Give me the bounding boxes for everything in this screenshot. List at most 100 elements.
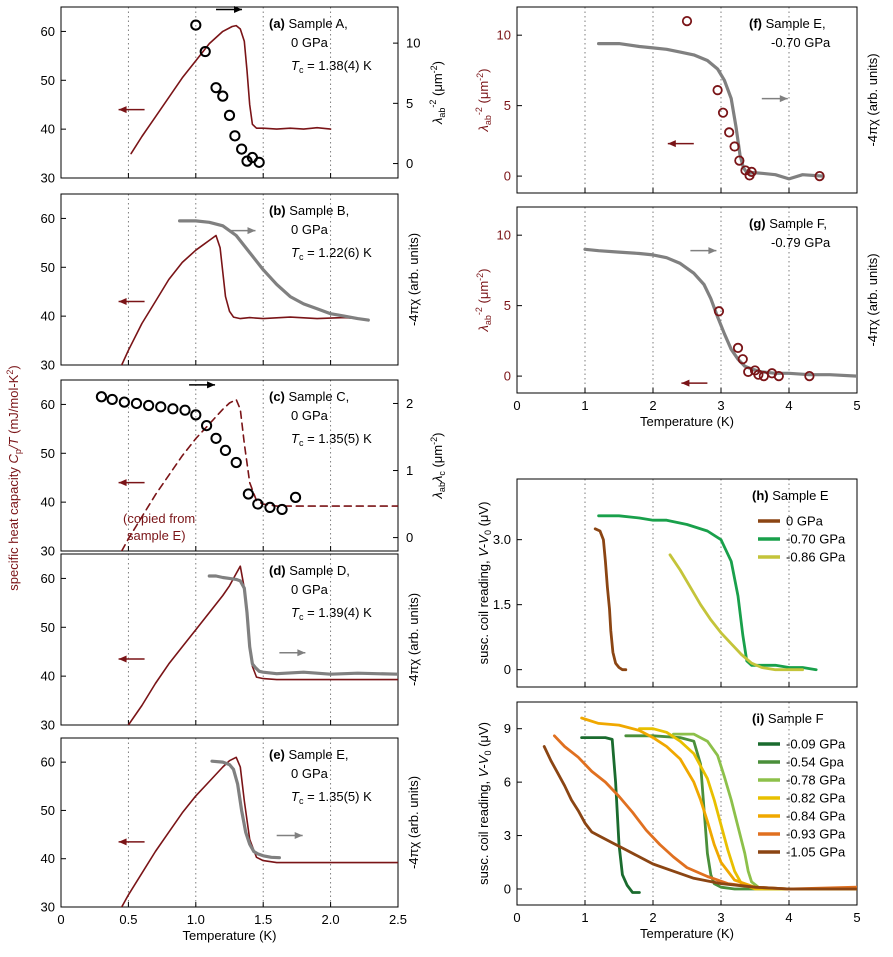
- chi-curve: [178, 219, 370, 322]
- data-point: [729, 141, 740, 152]
- y2-tick-label: 0: [406, 530, 413, 545]
- series-group: [120, 756, 398, 907]
- chi-curve: [207, 574, 398, 676]
- y2-tick-label: 2: [406, 396, 413, 411]
- x-axis-label: Temperature (K): [640, 926, 734, 941]
- y2-tick-label: 1: [406, 463, 413, 478]
- legend-label: -0.78 GPa: [786, 773, 846, 788]
- plot-frame: [516, 6, 858, 194]
- data-point: [210, 82, 222, 94]
- arrow-head-icon: [207, 381, 216, 389]
- panel-e: 0 0.5 1.0 1.5 2.0 2.5 30 40 50 60 Temperature (K) -…: [41, 737, 421, 943]
- data-point: [717, 107, 729, 118]
- plot-frame: [60, 193, 399, 366]
- data-point: [737, 354, 748, 365]
- y-tick-label: 50: [41, 446, 55, 461]
- tc-value: Tc = 1.35(5) K: [291, 789, 372, 806]
- data-point: [289, 491, 302, 503]
- x-tick-label: 0.5: [119, 912, 137, 927]
- panel-pressure: 0 GPa: [291, 222, 329, 237]
- tc-value: Tc = 1.22(6) K: [291, 245, 372, 262]
- panel-label: (f) Sample E,: [749, 16, 826, 31]
- data-point: [681, 15, 693, 27]
- y-tick-label: 3: [504, 828, 511, 843]
- panel-label: (e) Sample E,: [269, 747, 348, 762]
- arrow-head-icon: [247, 227, 256, 235]
- data-point: [143, 399, 155, 412]
- series-line-1: [597, 514, 818, 672]
- y2-axis-label: λabλc (μm-2): [429, 433, 447, 500]
- legend-label: -0.70 GPa: [786, 532, 846, 547]
- data-point: [155, 401, 167, 413]
- y-tick-label: 0: [504, 369, 511, 384]
- data-point: [106, 393, 118, 406]
- x-tick-label: 2: [649, 398, 656, 413]
- y-tick-label: 60: [41, 211, 55, 226]
- copied-note: (copied from: [123, 511, 195, 526]
- x-tick-label: 4: [785, 398, 792, 413]
- y-tick-label: 10: [497, 28, 511, 43]
- y-tick-label: 0: [504, 881, 511, 896]
- y-tick-label: 60: [41, 571, 55, 586]
- arrow-head-icon: [779, 95, 788, 103]
- data-point: [95, 391, 108, 403]
- arrow-head-icon: [118, 655, 127, 663]
- panel-label: (b) Sample B,: [269, 203, 349, 218]
- data-point: [199, 45, 211, 58]
- x-tick-label: 1.0: [187, 912, 205, 927]
- y2-axis-label: λab-2 (μm-2): [428, 61, 447, 125]
- legend-label: 0 GPa: [786, 514, 824, 529]
- tc-value: Tc = 1.39(4) K: [291, 605, 372, 622]
- y-tick-label: 10: [497, 228, 511, 243]
- y-tick-label: 30: [41, 900, 55, 915]
- y2-tick-label: 10: [406, 36, 420, 51]
- data-point: [746, 166, 757, 177]
- y2-axis-label: -4πχ (arb. units): [406, 776, 421, 869]
- data-point: [210, 432, 222, 444]
- panel-pressure: -0.70 GPa: [771, 35, 831, 50]
- y2-axis-label: -4πχ (arb. units): [865, 53, 880, 146]
- arrow-head-icon: [118, 297, 127, 305]
- panel-pressure: 0 GPa: [291, 408, 329, 423]
- legend-label: -0.93 GPa: [786, 827, 846, 842]
- heat-curve: [120, 756, 398, 907]
- data-point: [753, 369, 764, 380]
- data-point: [743, 366, 754, 377]
- x-tick-label: 0: [57, 912, 64, 927]
- data-point: [200, 420, 213, 432]
- legend-label: -0.82 GPa: [786, 791, 846, 806]
- panel-pressure: 0 GPa: [291, 766, 329, 781]
- y-tick-label: 9: [504, 721, 511, 736]
- y-axis-label: λab-2 (μm-2): [474, 68, 493, 132]
- y-tick-label: 50: [41, 620, 55, 635]
- y-tick-label: 5: [504, 298, 511, 313]
- panel-pressure: 0 GPa: [291, 582, 329, 597]
- arrow-head-icon: [297, 649, 306, 657]
- y-tick-label: 50: [41, 260, 55, 275]
- y-tick-label: 40: [41, 495, 55, 510]
- chi-curve: [210, 759, 281, 860]
- y2-axis-label: -4πχ (arb. units): [406, 593, 421, 686]
- panel-f: 0 5 10 λab-2 (μm-2) -4πχ (arb. units) (f) Sam…: [474, 6, 880, 194]
- x-tick-label: 1.5: [254, 912, 272, 927]
- x-tick-label: 0: [513, 398, 520, 413]
- y-axis-label: susc. coil reading, V-V0 (μV): [476, 502, 493, 665]
- x-tick-label: 2.0: [322, 912, 340, 927]
- plot-frame: [516, 478, 858, 688]
- left-shared-ylabel: specific heat capacity Cp/T (mJ/mol-K2): [5, 365, 23, 590]
- data-point: [713, 306, 725, 317]
- y-tick-label: 50: [41, 803, 55, 818]
- plot-frame: [60, 737, 399, 908]
- data-point: [732, 342, 744, 354]
- panel-label: (c) Sample C,: [269, 389, 349, 404]
- tc-value: Tc = 1.38(4) K: [291, 58, 372, 75]
- x-tick-label: 2.5: [389, 912, 407, 927]
- y-tick-label: 60: [41, 397, 55, 412]
- y-tick-label: 30: [41, 358, 55, 373]
- panel-label: (g) Sample F,: [749, 216, 827, 231]
- arrow-head-icon: [118, 838, 127, 846]
- y-tick-label: 30: [41, 171, 55, 186]
